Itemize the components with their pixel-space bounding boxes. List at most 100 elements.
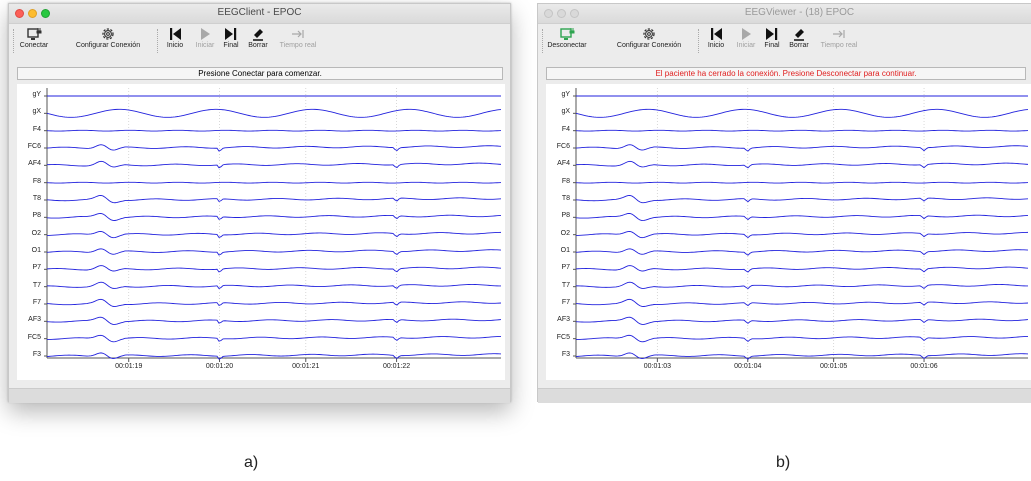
- go-end-label: Final: [223, 42, 239, 49]
- eeg-trace-f7: [46, 298, 502, 307]
- channel-label: FC6: [556, 143, 570, 150]
- go-start-label: Inicio: [707, 42, 725, 49]
- monitor-plug-icon: [560, 28, 575, 40]
- eeg-trace-gx: [46, 108, 502, 118]
- title-bar: EEGClient - EPOC: [9, 4, 510, 24]
- play-icon: [201, 28, 210, 40]
- channel-label: FC6: [27, 143, 41, 150]
- go-start-label: Inicio: [166, 42, 184, 49]
- time-tick-label: 00:01:04: [734, 363, 762, 370]
- channel-label: P7: [32, 264, 41, 272]
- go-end-button[interactable]: Final: [219, 26, 243, 49]
- skip-back-icon: [711, 28, 722, 40]
- configure-connection-label: Configurar Conexión: [616, 42, 682, 49]
- eeg-plot[interactable]: gY gX F4 FC6 AF4 F8 T8 P8 O2 O1 P7 T7 F7 AF3 FC5 F3 00:…: [17, 84, 505, 380]
- eeg-trace-t7: [575, 281, 1029, 290]
- channel-label: P7: [561, 264, 570, 272]
- toolbar: Desconectar Configurar Conexión Inicio I…: [538, 24, 1031, 60]
- eeg-trace-t8: [46, 194, 502, 204]
- play-icon: [742, 28, 751, 40]
- gear-icon: [102, 28, 114, 40]
- close-window-button[interactable]: [15, 9, 24, 18]
- toolbar-grip[interactable]: [542, 29, 544, 53]
- toolbar-separator: [157, 29, 159, 53]
- configure-connection-button[interactable]: Configurar Conexión: [69, 26, 147, 49]
- close-window-button[interactable]: [544, 9, 553, 18]
- channel-label: F4: [561, 125, 570, 133]
- toolbar-grip[interactable]: [13, 29, 15, 53]
- eeg-trace-af3: [575, 316, 1029, 325]
- channel-label: FC5: [556, 333, 570, 341]
- window-title: EEGViewer - (18) EPOC: [744, 7, 855, 18]
- arrow-to-bar-icon: [833, 30, 845, 38]
- skip-back-icon: [170, 28, 181, 40]
- zoom-window-button[interactable]: [41, 9, 50, 18]
- configure-connection-button[interactable]: Configurar Conexión: [610, 26, 688, 49]
- eraser-icon: [794, 29, 804, 41]
- title-bar: EEGViewer - (18) EPOC: [538, 4, 1031, 24]
- play-button[interactable]: Iniciar: [734, 26, 758, 49]
- eraser-icon: [253, 29, 263, 41]
- realtime-label: Tiempo real: [820, 42, 858, 49]
- channel-label: O1: [31, 247, 41, 254]
- channel-label: T7: [561, 281, 570, 289]
- channel-label: P8: [32, 212, 41, 220]
- eeg-trace-fc6: [46, 144, 502, 152]
- eeg-trace-p7: [575, 265, 1029, 273]
- channel-label: F7: [32, 299, 41, 306]
- go-start-button[interactable]: Inicio: [704, 26, 728, 49]
- eeg-trace-o2: [575, 231, 1029, 239]
- connect-label: Conectar: [19, 42, 49, 49]
- minimize-window-button[interactable]: [557, 9, 566, 18]
- minimize-window-button[interactable]: [28, 9, 37, 18]
- toolbar: Conectar Configurar Conexión Inicio Inic…: [9, 24, 510, 60]
- eeg-trace-p7: [46, 265, 502, 273]
- channel-label: gY: [32, 91, 41, 98]
- eeg-client-window: EEGClient - EPOC Conectar Configurar Con…: [8, 3, 511, 403]
- realtime-button[interactable]: Tiempo real: [818, 26, 860, 49]
- channel-label: F8: [32, 177, 41, 185]
- eeg-trace-t8: [575, 195, 1029, 204]
- zoom-window-button[interactable]: [570, 9, 579, 18]
- eeg-trace-fc5: [47, 334, 502, 343]
- eeg-trace-f4: [575, 129, 1029, 132]
- eeg-trace-o1: [575, 248, 1029, 256]
- erase-label: Borrar: [789, 42, 809, 49]
- erase-button[interactable]: Borrar: [245, 26, 271, 49]
- channel-label: F7: [561, 299, 570, 306]
- go-end-button[interactable]: Final: [760, 26, 784, 49]
- disconnect-button[interactable]: Desconectar: [544, 26, 590, 49]
- eeg-trace-gx: [575, 108, 1029, 118]
- go-start-button[interactable]: Inicio: [163, 26, 187, 49]
- eeg-trace-fc6: [575, 144, 1029, 152]
- disconnect-label: Desconectar: [547, 42, 587, 49]
- channel-label: gY: [561, 91, 570, 98]
- window-title: EEGClient - EPOC: [217, 7, 302, 18]
- channel-label: T8: [32, 195, 41, 202]
- go-end-label: Final: [764, 42, 780, 49]
- eeg-trace-f3: [575, 352, 1029, 360]
- channel-label: F3: [561, 351, 570, 358]
- channel-label: FC5: [27, 333, 41, 341]
- eeg-trace-f8: [575, 181, 1029, 184]
- eeg-plot[interactable]: gY gX F4 FC6 AF4 F8 T8 P8 O2 O1 P7 T7 F7 AF3 FC5 F3 00:…: [546, 84, 1031, 380]
- channel-label: F3: [32, 351, 41, 358]
- channel-label: T7: [32, 281, 41, 289]
- time-tick-label: 00:01:20: [205, 363, 234, 370]
- realtime-label: Tiempo real: [279, 42, 317, 49]
- eeg-trace-f7: [575, 298, 1029, 307]
- toolbar-separator: [698, 29, 700, 53]
- time-tick-label: 00:01:05: [820, 363, 848, 370]
- eeg-trace-af4: [46, 160, 502, 169]
- erase-label: Borrar: [248, 42, 268, 49]
- channel-label: gX: [32, 108, 41, 116]
- erase-button[interactable]: Borrar: [786, 26, 812, 49]
- eeg-trace-t7: [46, 281, 502, 290]
- realtime-button[interactable]: Tiempo real: [277, 26, 319, 49]
- channel-label: AF3: [557, 316, 570, 324]
- time-tick-label: 00:01:19: [115, 363, 143, 370]
- play-button[interactable]: Iniciar: [193, 26, 217, 49]
- connect-button[interactable]: Conectar: [17, 26, 51, 49]
- time-tick-label: 00:01:06: [910, 363, 938, 370]
- eeg-trace-o1: [46, 248, 502, 256]
